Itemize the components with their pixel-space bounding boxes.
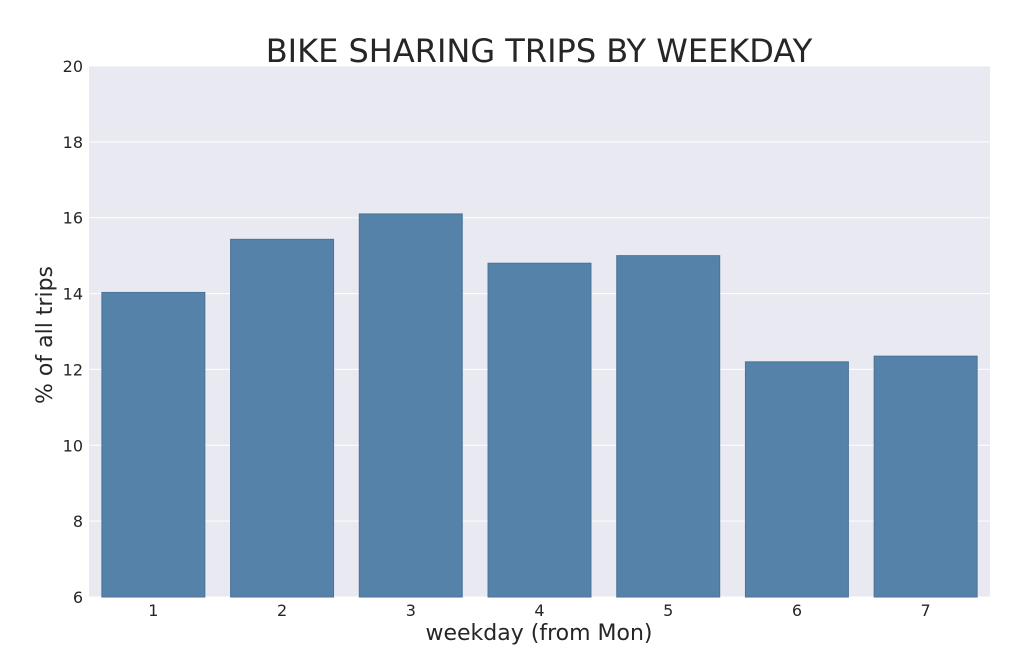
bar-weekday-7 [873,355,978,598]
x-tick-labels: 1 2 3 4 5 6 7 [148,601,930,620]
x-tick-label: 1 [148,601,158,620]
x-tick-label: 5 [663,601,673,620]
y-tick-label: 6 [73,588,83,607]
bar-weekday-6 [744,361,849,598]
bar-weekday-5 [616,255,721,598]
x-tick-label: 6 [792,601,802,620]
y-axis-label: % of all trips [33,266,58,404]
chart-title: BIKE SHARING TRIPS BY WEEKDAY [266,32,813,70]
y-tick-label: 10 [63,436,83,455]
x-tick-label: 4 [534,601,544,620]
y-tick-label: 14 [63,285,83,304]
x-tick-label: 2 [277,601,287,620]
y-tick-label: 16 [63,209,83,228]
y-tick-label: 20 [63,57,83,76]
y-tick-label: 12 [63,360,83,379]
bar-weekday-3 [358,213,463,598]
x-tick-label: 7 [921,601,931,620]
y-tick-labels: 6 8 10 12 14 16 18 20 [63,57,83,607]
bar-weekday-2 [230,238,335,598]
x-axis-label: weekday (from Mon) [425,621,652,646]
y-tick-label: 18 [63,133,83,152]
bar-weekday-4 [487,262,592,598]
x-tick-label: 3 [406,601,416,620]
bars [101,213,978,598]
bar-weekday-1 [101,291,206,598]
y-tick-label: 8 [73,512,83,531]
